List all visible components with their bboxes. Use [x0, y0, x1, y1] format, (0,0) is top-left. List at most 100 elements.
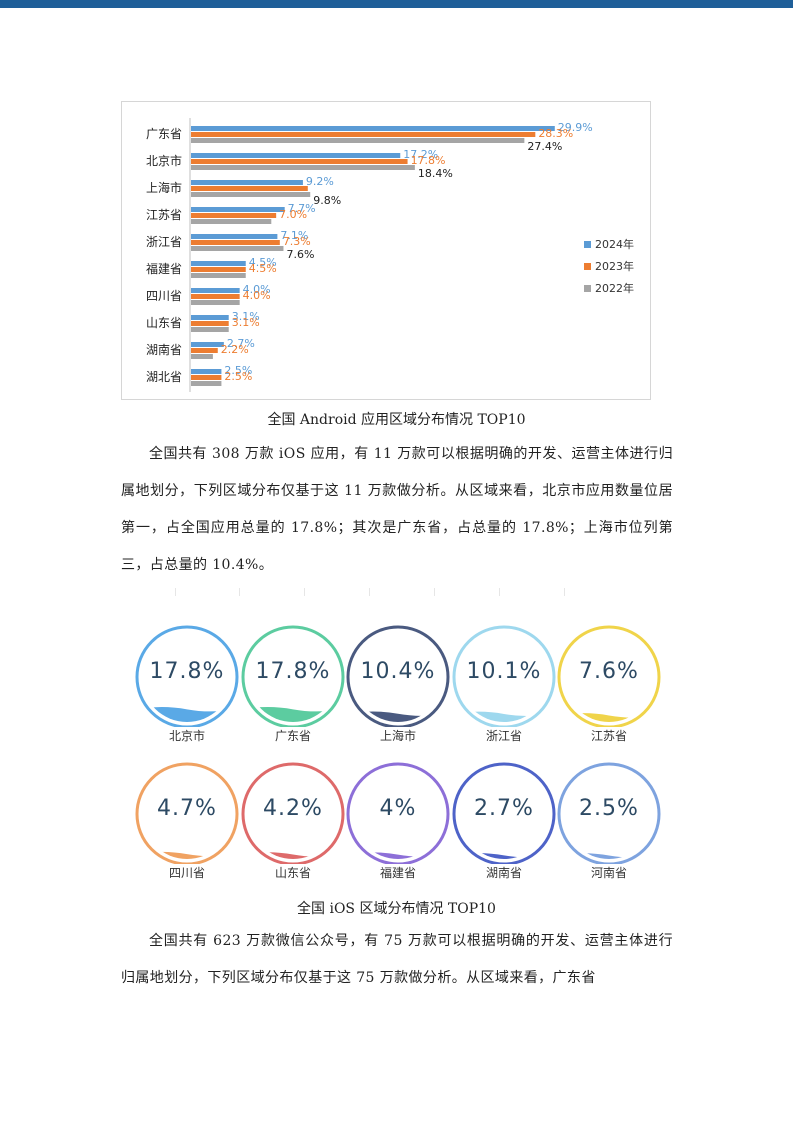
data-label: 17.2% — [403, 148, 438, 161]
data-label: 7.1% — [280, 229, 308, 242]
data-label: 2.5% — [224, 370, 252, 383]
circle-gauge-icon — [346, 625, 450, 727]
bar — [191, 180, 303, 185]
region-value: 7.6% — [579, 659, 639, 684]
region-value: 17.8% — [255, 659, 331, 684]
bar-chart-svg: 广东省 29.9%28.3%27.4% 北京市 17.2%17.8%18.4% 上海市 9… — [146, 118, 634, 392]
legend-swatch — [584, 285, 591, 292]
circle-gauge-icon — [452, 625, 556, 727]
bar — [191, 165, 415, 170]
category-label: 四川省 — [146, 289, 182, 303]
data-label: 2.2% — [221, 343, 249, 356]
region-circle: 17.8% 北京市 — [132, 623, 242, 747]
bar — [191, 327, 229, 332]
category-label: 上海市 — [146, 180, 182, 195]
legend-entry: 2024年 — [595, 237, 634, 251]
data-label: 18.4% — [418, 167, 453, 180]
region-value: 2.7% — [474, 796, 534, 821]
bar — [191, 159, 408, 164]
ios-intro-paragraph: 全国共有 308 万款 iOS 应用，有 11 万款可以根据明确的开发、运营主体… — [121, 436, 673, 584]
wechat-intro-paragraph: 全国共有 623 万款微信公众号，有 75 万款可以根据明确的开发、运营主体进行… — [121, 923, 673, 997]
data-label: 3.1% — [232, 316, 260, 329]
bar — [191, 273, 246, 278]
bar — [191, 246, 284, 251]
region-circle: 7.6% 江苏省 — [554, 623, 664, 747]
circle-gauge-icon — [452, 762, 556, 864]
region-circle: 2.5% 河南省 — [554, 760, 664, 884]
category-label: 湖北省 — [146, 369, 182, 384]
bar — [191, 138, 525, 143]
region-value: 10.1% — [466, 659, 542, 684]
region-value: 10.4% — [360, 659, 436, 684]
region-label: 北京市 — [168, 729, 205, 743]
decorative-ticks — [121, 588, 673, 598]
bar — [191, 207, 285, 212]
category-label: 福建省 — [146, 261, 182, 276]
category-label: 浙江省 — [146, 235, 182, 249]
region-label: 河南省 — [590, 866, 627, 880]
data-label: 7.3% — [283, 235, 311, 248]
bar — [191, 348, 218, 353]
data-label: 4.0% — [243, 289, 271, 302]
region-label: 浙江省 — [485, 729, 522, 743]
circle-gauge-icon — [557, 625, 661, 727]
bar — [191, 294, 240, 299]
bar — [191, 153, 401, 158]
data-label: 9.8% — [313, 194, 341, 207]
bar — [191, 288, 240, 293]
bar — [191, 186, 308, 191]
region-label: 广东省 — [274, 729, 311, 743]
ios-intro-text: 全国共有 308 万款 iOS 应用，有 11 万款可以根据明确的开发、运营主体… — [121, 446, 673, 573]
category-label: 山东省 — [146, 316, 182, 330]
data-label: 2.7% — [227, 337, 255, 350]
region-circle: 4% 福建省 — [343, 760, 453, 884]
data-label: 7.6% — [286, 248, 314, 261]
region-circle: 4.7% 四川省 — [132, 760, 242, 884]
data-label: 17.8% — [411, 154, 446, 167]
circle-gauge-icon — [241, 625, 345, 727]
region-circle: 4.2% 山东省 — [238, 760, 348, 884]
region-value: 2.5% — [579, 796, 639, 821]
bar — [191, 126, 555, 131]
bar — [191, 240, 280, 245]
region-circle: 10.1% 浙江省 — [449, 623, 559, 747]
android-region-chart: 广东省 29.9% 28.3% 27.4% 北京市 17.2% 17.8% 18.4% 上海市 9… — [121, 101, 651, 400]
category-label: 湖南省 — [146, 342, 182, 357]
region-circle: 10.4% 上海市 — [343, 623, 453, 747]
data-label: 7.0% — [279, 208, 307, 221]
wechat-intro-text: 全国共有 623 万款微信公众号，有 75 万款可以根据明确的开发、运营主体进行… — [121, 933, 673, 986]
circle-gauge-icon — [557, 762, 661, 864]
bar — [191, 321, 229, 326]
circle-gauge-icon — [241, 762, 345, 864]
region-label: 山东省 — [274, 866, 311, 880]
bar — [191, 342, 224, 347]
circle-gauge-icon — [135, 625, 239, 727]
legend-swatch — [584, 241, 591, 248]
region-value: 4.2% — [263, 796, 323, 821]
ios-chart-caption: 全国 iOS 区域分布情况 TOP10 — [297, 901, 496, 917]
android-chart-caption: 全国 Android 应用区域分布情况 TOP10 — [267, 412, 526, 428]
region-value: 17.8% — [149, 659, 225, 684]
legend-entry: 2022年 — [595, 281, 634, 295]
category-label: 广东省 — [146, 127, 182, 141]
bar — [191, 375, 222, 380]
bar — [191, 261, 246, 266]
bar — [191, 267, 246, 272]
data-label: 2.5% — [224, 364, 252, 377]
data-label: 9.2% — [306, 175, 334, 188]
region-label: 江苏省 — [590, 729, 627, 743]
data-label: 28.3% — [538, 127, 573, 140]
data-label: 29.9% — [558, 121, 593, 134]
category-label: 北京市 — [146, 153, 182, 168]
legend-swatch — [584, 263, 591, 270]
region-label: 湖南省 — [485, 866, 522, 880]
bar — [191, 219, 272, 224]
bar — [191, 213, 277, 218]
bar — [191, 192, 311, 197]
bar — [191, 315, 229, 320]
legend-entry: 2023年 — [595, 259, 634, 273]
data-label: 27.4% — [527, 140, 562, 153]
bar — [191, 234, 278, 239]
bar — [191, 381, 222, 386]
region-label: 四川省 — [168, 866, 205, 880]
